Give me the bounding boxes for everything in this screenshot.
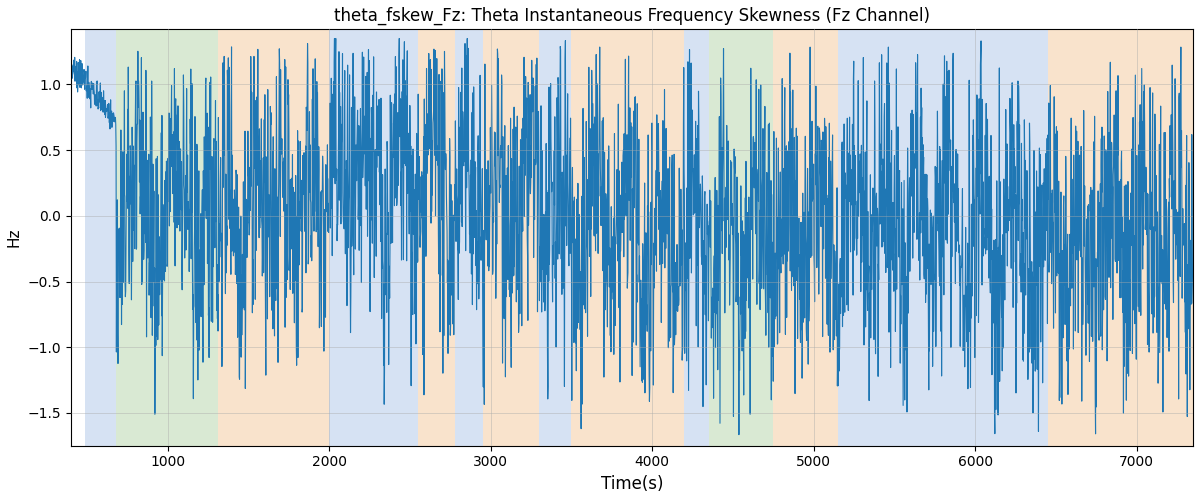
Bar [482, 30, 539, 446]
Bar [539, 30, 571, 446]
X-axis label: Time(s): Time(s) [601, 475, 664, 493]
Bar [455, 30, 482, 446]
Bar [684, 30, 709, 446]
Bar [773, 30, 838, 446]
Bar [329, 30, 418, 446]
Bar [217, 30, 329, 446]
Bar [1048, 30, 1193, 446]
Y-axis label: Hz: Hz [7, 228, 22, 248]
Bar [85, 30, 116, 446]
Bar [709, 30, 773, 446]
Bar [838, 30, 1048, 446]
Bar [571, 30, 684, 446]
Title: theta_fskew_Fz: Theta Instantaneous Frequency Skewness (Fz Channel): theta_fskew_Fz: Theta Instantaneous Freq… [334, 7, 930, 25]
Bar [116, 30, 217, 446]
Bar [418, 30, 455, 446]
